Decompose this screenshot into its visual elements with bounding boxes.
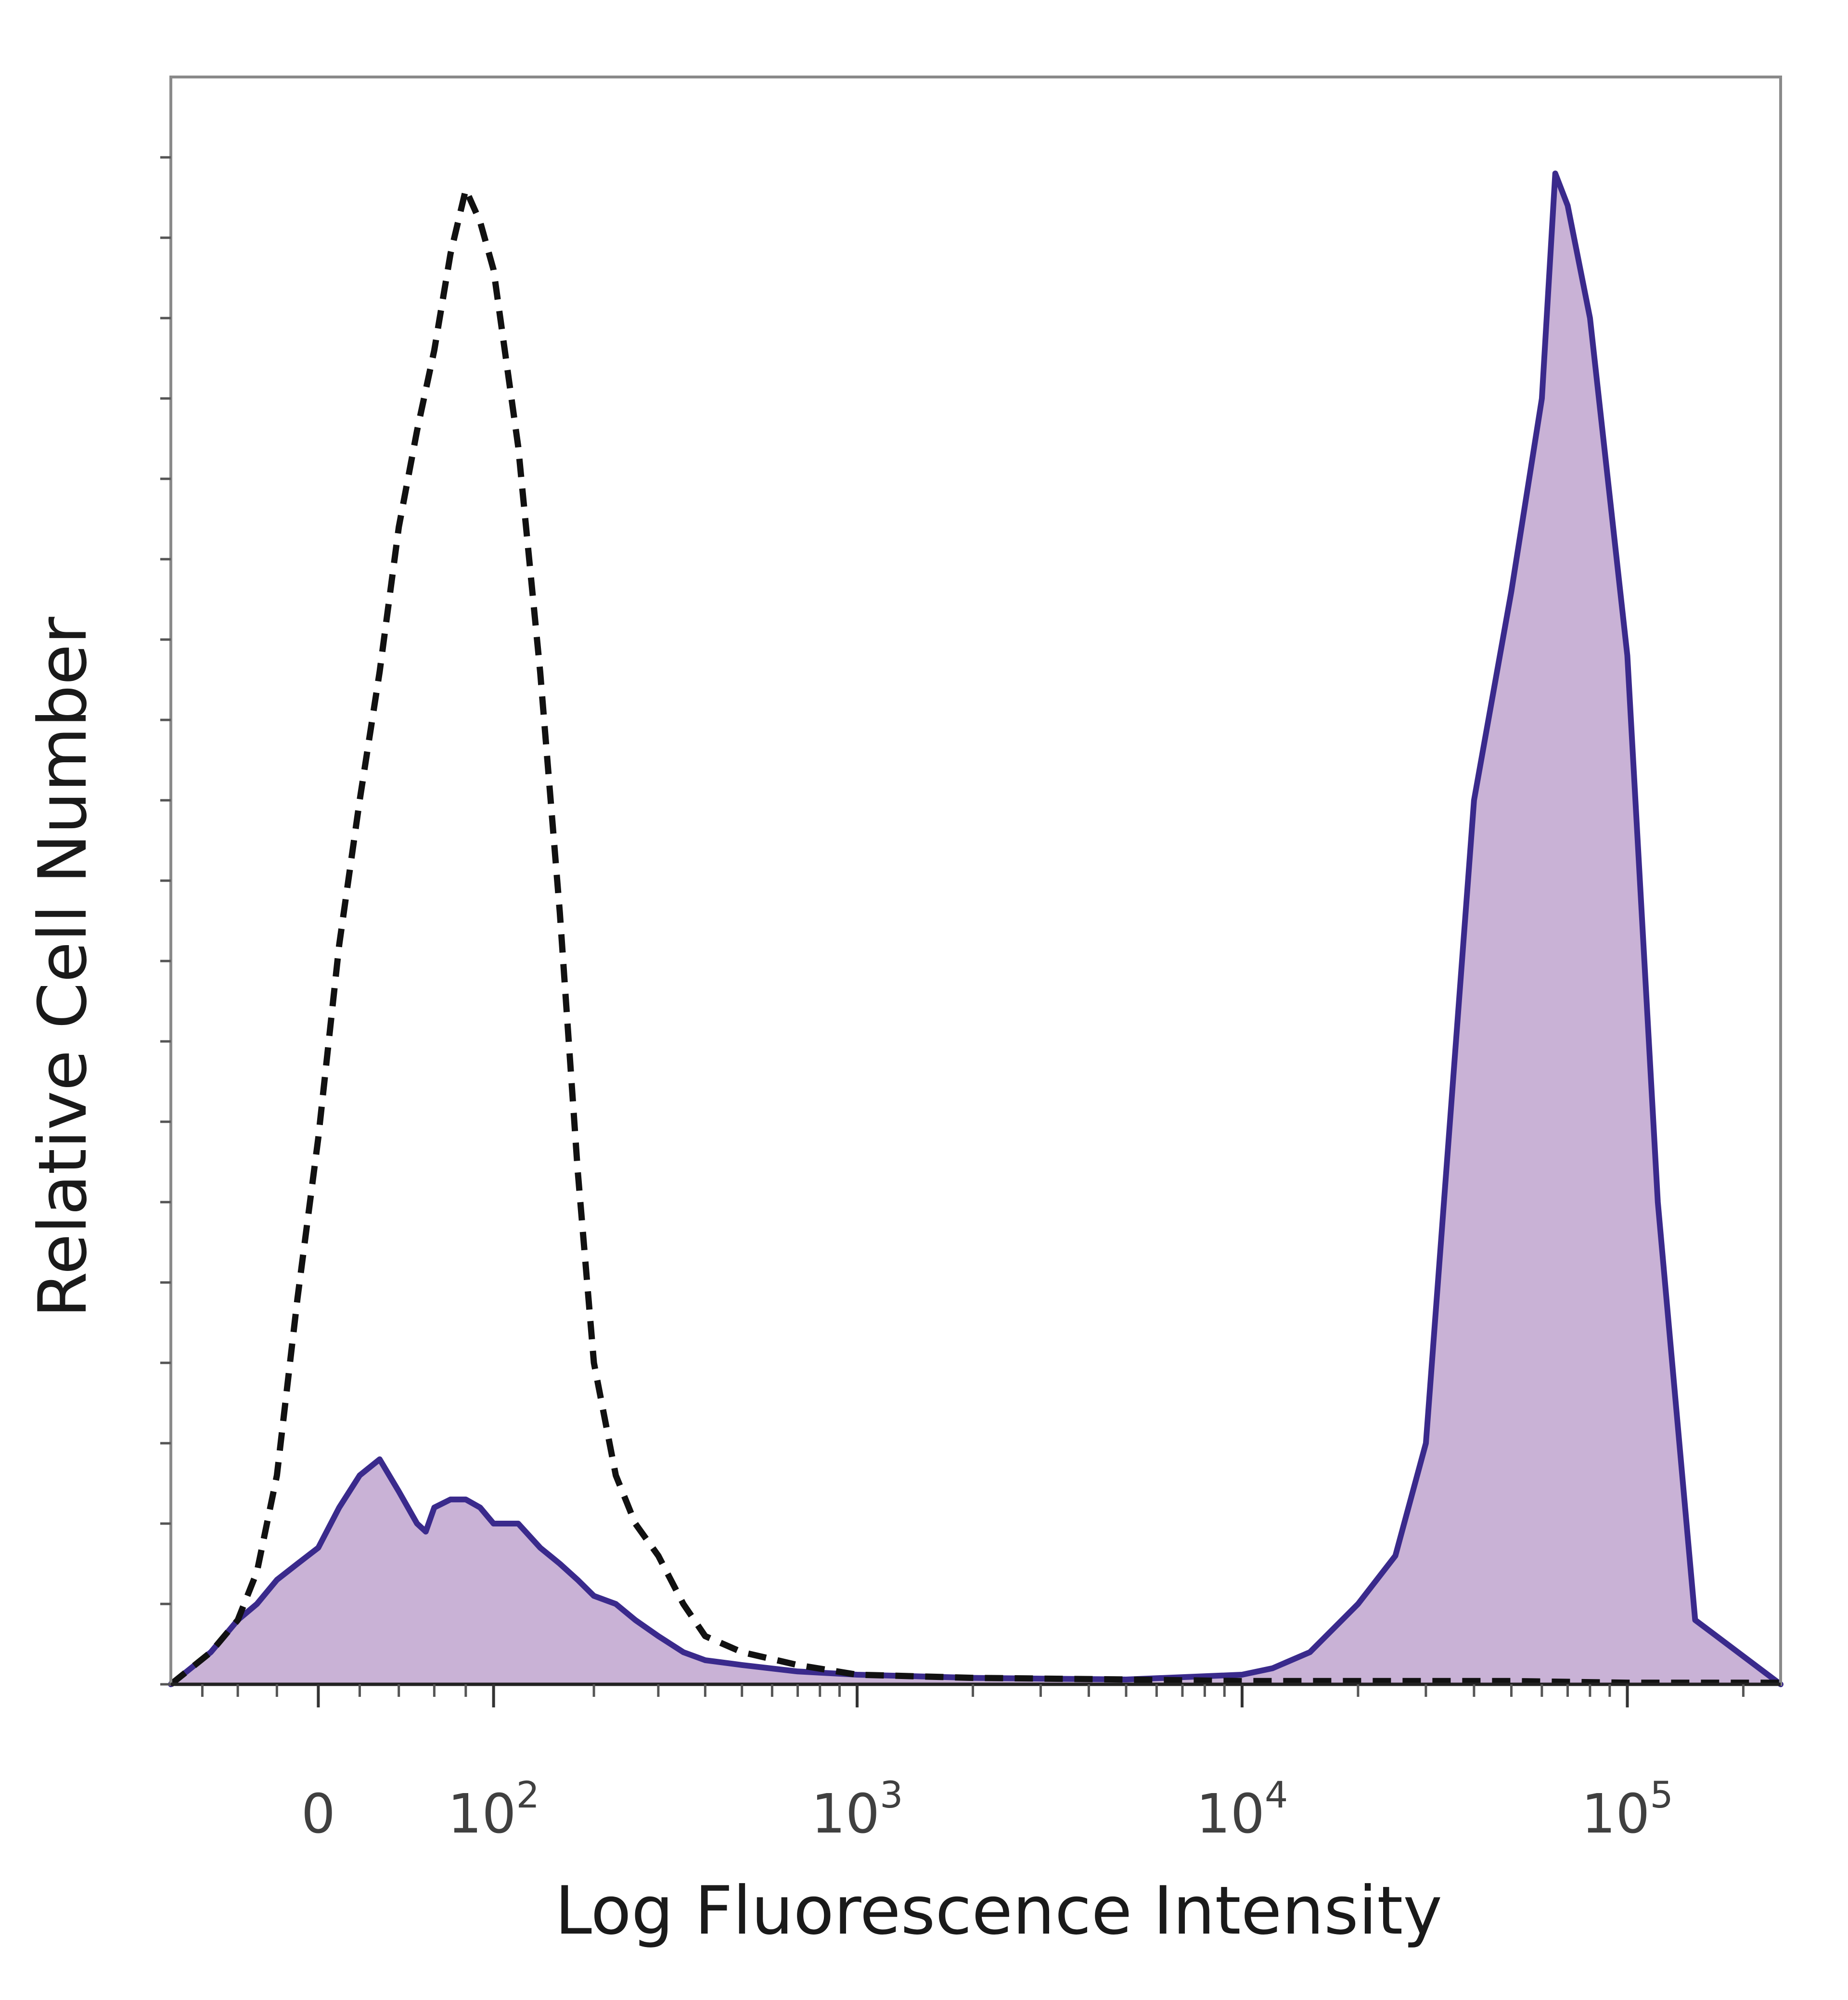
stained-series-fill <box>171 173 1781 1685</box>
x-tick-label: 0 <box>301 1783 335 1846</box>
y-axis-title: Relative Cell Number <box>24 616 102 1318</box>
x-tick-label: 104 <box>1196 1773 1288 1846</box>
axis-ticks <box>160 156 1745 1707</box>
x-tick-label: 102 <box>448 1773 539 1846</box>
x-axis-title: Log Fluorescence Intensity <box>555 1872 1442 1949</box>
isotype-control-dashed-line <box>168 186 1781 1687</box>
x-tick-label: 103 <box>811 1773 903 1846</box>
stained-series-line <box>168 170 1784 1687</box>
tick-labels: 0 102 103 104 105 <box>301 1773 1673 1846</box>
x-tick-label: 105 <box>1581 1773 1673 1846</box>
histogram-series <box>168 170 1784 1687</box>
